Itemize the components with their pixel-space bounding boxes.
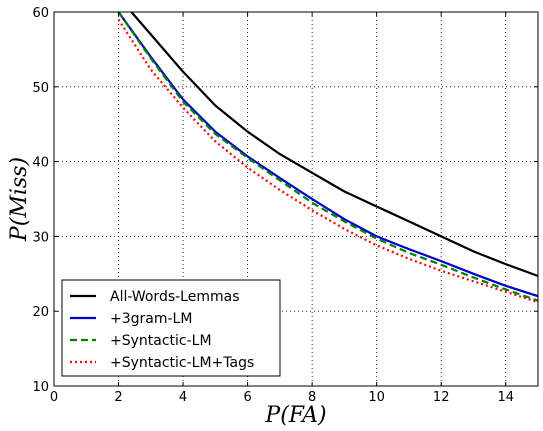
- y-tick-label: 40: [32, 156, 49, 171]
- x-axis-label: P(FA): [264, 403, 326, 428]
- x-tick-label: 2: [114, 390, 122, 405]
- y-axis-label: P(Miss): [7, 157, 32, 242]
- y-tick-label: 10: [32, 380, 49, 395]
- legend-label: +Syntactic-LM: [110, 333, 212, 349]
- x-tick-label: 10: [368, 390, 385, 405]
- x-tick-label: 12: [433, 390, 450, 405]
- x-tick-label: 4: [179, 390, 187, 405]
- y-tick-label: 50: [32, 81, 49, 96]
- series-line-2: [119, 12, 539, 296]
- x-tick-label: 0: [50, 390, 58, 405]
- plot-area: [119, 12, 539, 302]
- legend: All-Words-Lemmas +3gram-LM +Syntactic-LM +S…: [62, 280, 280, 376]
- y-tick-label: 30: [32, 230, 49, 245]
- series-line-4: [119, 20, 539, 303]
- series-line-3: [119, 12, 539, 301]
- legend-label: All-Words-Lemmas: [110, 289, 240, 305]
- x-tick-label: 6: [243, 390, 251, 405]
- y-tick-label: 20: [32, 305, 49, 320]
- legend-label: +Syntactic-LM+Tags: [110, 355, 254, 371]
- legend-label: +3gram-LM: [110, 311, 192, 327]
- y-tick-label: 60: [32, 6, 49, 21]
- x-tick-label: 14: [497, 390, 514, 405]
